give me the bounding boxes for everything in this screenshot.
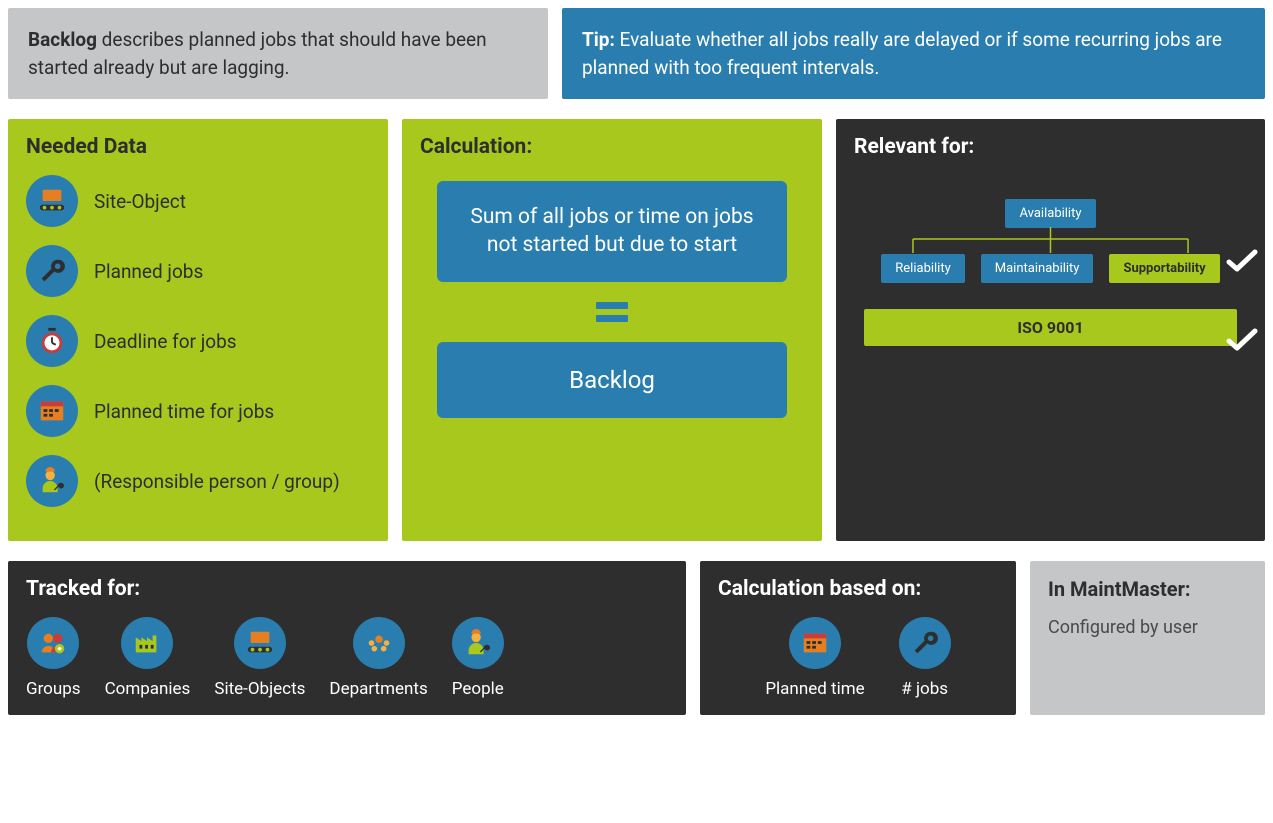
- description-text: Backlog describes planned jobs that shou…: [28, 28, 487, 79]
- relevance-tree: Availability Reliability Maintainability…: [854, 175, 1247, 346]
- factory-icon: [121, 617, 173, 669]
- conveyor-icon: [26, 175, 78, 227]
- groups-icon: [27, 617, 79, 669]
- tracked-title: Tracked for:: [26, 577, 668, 601]
- calendar-icon: [26, 385, 78, 437]
- tree-node-availability: Availability: [1005, 199, 1095, 228]
- check-icon: [1225, 327, 1259, 353]
- stopwatch-icon: [26, 315, 78, 367]
- needed-item: Deadline for jobs: [26, 315, 370, 367]
- calculation-formula-bottom: Backlog: [437, 342, 787, 418]
- tracked-item: Companies: [105, 617, 191, 699]
- tracked-item: Groups: [26, 617, 81, 699]
- iso-9001-bar: ISO 9001: [864, 309, 1237, 346]
- calculation-body: Sum of all jobs or time on jobs not star…: [420, 175, 804, 418]
- description-box: Backlog describes planned jobs that shou…: [8, 8, 548, 99]
- calculation-title: Calculation:: [420, 135, 804, 159]
- tracked-item: Site-Objects: [214, 617, 305, 699]
- maint-title: In MaintMaster:: [1048, 577, 1247, 601]
- relevant-title: Relevant for:: [854, 135, 1247, 159]
- tip-text: Tip: Evaluate whether all jobs really ar…: [582, 28, 1222, 79]
- needed-data-card: Needed Data Site-Object Planned jobs Dea…: [8, 119, 388, 541]
- needed-item-label: Planned jobs: [94, 260, 203, 283]
- description-body: describes planned jobs that should have …: [28, 28, 487, 79]
- worker-icon: [26, 455, 78, 507]
- needed-title: Needed Data: [26, 135, 370, 159]
- tracked-item-label: Companies: [105, 679, 191, 699]
- tracked-for-card: Tracked for: Groups Companies Site-Objec…: [8, 561, 686, 715]
- equals-icon: [596, 302, 628, 322]
- needed-item-label: Site-Object: [94, 190, 186, 213]
- tip-label: Tip:: [582, 28, 615, 51]
- people-cluster-icon: [353, 617, 405, 669]
- description-term: Backlog: [28, 28, 97, 51]
- tracked-item: Departments: [329, 617, 427, 699]
- needed-item: Planned time for jobs: [26, 385, 370, 437]
- tip-body: Evaluate whether all jobs really are del…: [582, 28, 1222, 79]
- needed-items: Site-Object Planned jobs Deadline for jo…: [26, 175, 370, 507]
- needed-item: Site-Object: [26, 175, 370, 227]
- conveyor-icon: [234, 617, 286, 669]
- wrench-icon: [899, 617, 951, 669]
- tracked-item-label: People: [452, 679, 504, 699]
- tree-connector: [854, 227, 1247, 257]
- tracked-item: People: [452, 617, 504, 699]
- bottom-row: Tracked for: Groups Companies Site-Objec…: [8, 561, 1265, 715]
- needed-item: Planned jobs: [26, 245, 370, 297]
- relevant-card: Relevant for: Availability Reliability M…: [836, 119, 1265, 541]
- tracked-item-label: Site-Objects: [214, 679, 305, 699]
- calculation-formula-top: Sum of all jobs or time on jobs not star…: [437, 181, 787, 282]
- calendar-icon: [789, 617, 841, 669]
- calculation-card: Calculation: Sum of all jobs or time on …: [402, 119, 822, 541]
- tip-box: Tip: Evaluate whether all jobs really ar…: [562, 8, 1265, 99]
- needed-item-label: (Responsible person / group): [94, 470, 340, 493]
- tracked-icons: Groups Companies Site-Objects Department…: [26, 617, 668, 699]
- tree-node-reliability: Reliability: [881, 254, 965, 283]
- tracked-item-label: Groups: [26, 679, 81, 699]
- check-icon: [1225, 248, 1259, 274]
- calc-based-icons: Planned time # jobs: [718, 617, 998, 699]
- calculation-based-card: Calculation based on: Planned time # job…: [700, 561, 1016, 715]
- tree-node-supportability: Supportability: [1109, 254, 1219, 283]
- needed-item-label: Planned time for jobs: [94, 400, 274, 423]
- needed-item-label: Deadline for jobs: [94, 330, 237, 353]
- maintmaster-card: In MaintMaster: Configured by user: [1030, 561, 1265, 715]
- worker-icon: [452, 617, 504, 669]
- calc-based-item-label: # jobs: [901, 679, 948, 699]
- wrench-icon: [26, 245, 78, 297]
- calc-based-item-label: Planned time: [765, 679, 864, 699]
- tree-node-maintainability: Maintainability: [981, 254, 1094, 283]
- needed-item: (Responsible person / group): [26, 455, 370, 507]
- top-row: Backlog describes planned jobs that shou…: [8, 8, 1265, 99]
- calc-based-item: Planned time: [765, 617, 864, 699]
- tracked-item-label: Departments: [329, 679, 427, 699]
- middle-row: Needed Data Site-Object Planned jobs Dea…: [8, 119, 1265, 541]
- maint-text: Configured by user: [1048, 617, 1247, 638]
- calc-based-item: # jobs: [899, 617, 951, 699]
- calc-based-title: Calculation based on:: [718, 577, 998, 601]
